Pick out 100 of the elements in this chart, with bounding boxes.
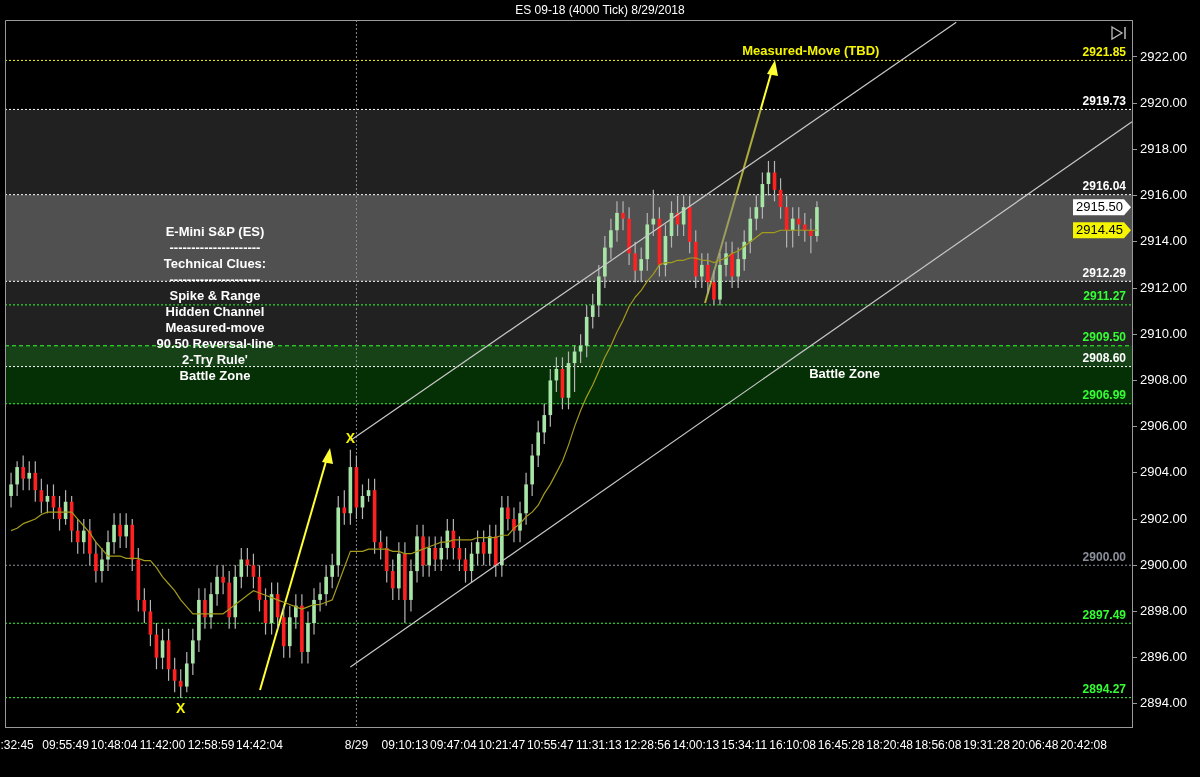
candlestick bbox=[239, 547, 244, 589]
x-tick-label: 16:45:28 bbox=[817, 737, 865, 752]
x-tick-label: 11:42:00 bbox=[139, 737, 186, 752]
candlestick bbox=[330, 553, 335, 589]
chart-title: ES 09-18 (4000 Tick) 8/29/2018 bbox=[514, 3, 686, 17]
candlestick bbox=[178, 668, 183, 699]
candlestick bbox=[487, 524, 492, 566]
candlestick bbox=[748, 206, 753, 254]
y-tick-label: 2904.00 bbox=[1140, 464, 1187, 480]
candlestick bbox=[536, 420, 541, 468]
x-tick-label: 19:31:28 bbox=[963, 737, 1011, 752]
candlestick bbox=[796, 206, 801, 237]
x-tick-label: 20:06:48 bbox=[1011, 737, 1059, 752]
annotation: Spike & Range bbox=[168, 288, 262, 304]
annotation: --------------------- bbox=[168, 240, 262, 256]
candlestick bbox=[118, 512, 122, 549]
candlestick bbox=[100, 547, 104, 584]
y-tick-label: 2912.00 bbox=[1140, 279, 1187, 295]
candlestick bbox=[433, 535, 438, 572]
candlestick bbox=[191, 628, 195, 676]
x-tick-label: 12:58:59 bbox=[187, 737, 235, 752]
ref-line-label: 2919.73 bbox=[1082, 93, 1127, 108]
annotation: 2914.45 bbox=[1076, 221, 1123, 237]
candlestick bbox=[724, 241, 728, 278]
ref-line-label: 2908.60 bbox=[1082, 350, 1127, 365]
candlestick bbox=[639, 246, 644, 283]
candlestick bbox=[318, 582, 322, 613]
candlestick bbox=[742, 229, 747, 272]
ref-line-label: 2921.85 bbox=[1082, 44, 1127, 59]
y-tick-label: 2906.00 bbox=[1140, 418, 1187, 434]
ref-line-label: 2909.50 bbox=[1082, 330, 1127, 345]
candlestick bbox=[712, 270, 716, 306]
x-tick-label: 10:55:47 bbox=[526, 737, 574, 752]
y-tick-label: 2916.00 bbox=[1140, 187, 1187, 203]
candlestick bbox=[802, 212, 807, 243]
candlestick bbox=[324, 564, 328, 607]
candlestick bbox=[699, 252, 704, 289]
x-tick-label: 11:31:13 bbox=[575, 737, 623, 752]
y-tick-label: 2898.00 bbox=[1140, 603, 1187, 619]
candlestick bbox=[730, 241, 734, 289]
candlestick bbox=[203, 587, 207, 630]
candlestick bbox=[390, 558, 395, 601]
candlestick bbox=[590, 293, 595, 330]
candlestick bbox=[512, 506, 516, 543]
x-tick-label: :32:45 bbox=[0, 737, 35, 752]
candlestick bbox=[615, 200, 619, 243]
candlestick bbox=[342, 489, 347, 526]
candlestick bbox=[518, 501, 522, 543]
ref-line-label: 2894.27 bbox=[1082, 681, 1127, 696]
x-tick-label: 10:48:04 bbox=[90, 737, 138, 752]
y-tick-label: 2896.00 bbox=[1140, 649, 1187, 665]
ref-line-label: 2897.49 bbox=[1082, 607, 1127, 622]
candlestick bbox=[294, 593, 298, 630]
x-tick-label: 14:00:13 bbox=[672, 737, 720, 752]
candlestick bbox=[427, 535, 431, 578]
candlestick bbox=[736, 246, 740, 289]
x-tick-label: 10:21:47 bbox=[478, 737, 526, 752]
candlestick bbox=[445, 518, 450, 561]
candlestick bbox=[439, 535, 444, 572]
candlestick bbox=[124, 512, 128, 549]
y-tick-label: 2910.00 bbox=[1140, 325, 1187, 341]
ref-line-label: 2906.99 bbox=[1082, 388, 1127, 403]
annotation: Hidden Channel bbox=[164, 304, 266, 320]
candlestick bbox=[75, 518, 80, 555]
y-tick-label: 2908.00 bbox=[1140, 372, 1187, 388]
candlestick bbox=[542, 402, 547, 445]
candlestick bbox=[81, 518, 86, 555]
candlestick bbox=[609, 218, 613, 260]
candlestick bbox=[88, 518, 92, 566]
y-tick-label: 2900.00 bbox=[1140, 556, 1187, 572]
ref-line-label: 2916.04 bbox=[1082, 178, 1127, 193]
x-tick-label: 12:28:56 bbox=[623, 737, 671, 752]
candlestick bbox=[27, 460, 32, 491]
candlestick bbox=[209, 582, 213, 630]
x-tick-label: 18:20:48 bbox=[866, 737, 914, 752]
annotation: Battle Zone bbox=[178, 368, 252, 384]
x-tick-label: 20:42:08 bbox=[1060, 737, 1108, 752]
y-tick-label: 2922.00 bbox=[1140, 48, 1187, 64]
x-tick-label: 8/29 bbox=[344, 737, 369, 752]
candlestick bbox=[384, 535, 389, 584]
candlestick bbox=[94, 541, 98, 584]
candlestick bbox=[112, 512, 116, 555]
candlestick bbox=[33, 460, 38, 503]
ref-line-label: 2912.29 bbox=[1082, 265, 1127, 280]
candlestick bbox=[790, 206, 795, 249]
candlestick bbox=[506, 495, 510, 532]
x-tick-label: 09:55:49 bbox=[42, 737, 90, 752]
y-tick-label: 2894.00 bbox=[1140, 695, 1187, 711]
candlestick bbox=[809, 218, 813, 254]
candlestick bbox=[621, 200, 625, 231]
ref-line-label: 2911.27 bbox=[1083, 289, 1127, 304]
annotation: Measured-Move (TBD) bbox=[742, 42, 880, 58]
candlestick bbox=[312, 587, 316, 636]
candlestick bbox=[21, 454, 25, 491]
x-tick-label: 18:56:08 bbox=[914, 737, 962, 752]
y-tick-label: 2920.00 bbox=[1140, 94, 1187, 110]
candlestick bbox=[221, 564, 225, 595]
annotation: Technical Clues: bbox=[162, 256, 268, 272]
candlestick bbox=[184, 651, 189, 693]
annotation: Measured-move bbox=[164, 320, 266, 336]
